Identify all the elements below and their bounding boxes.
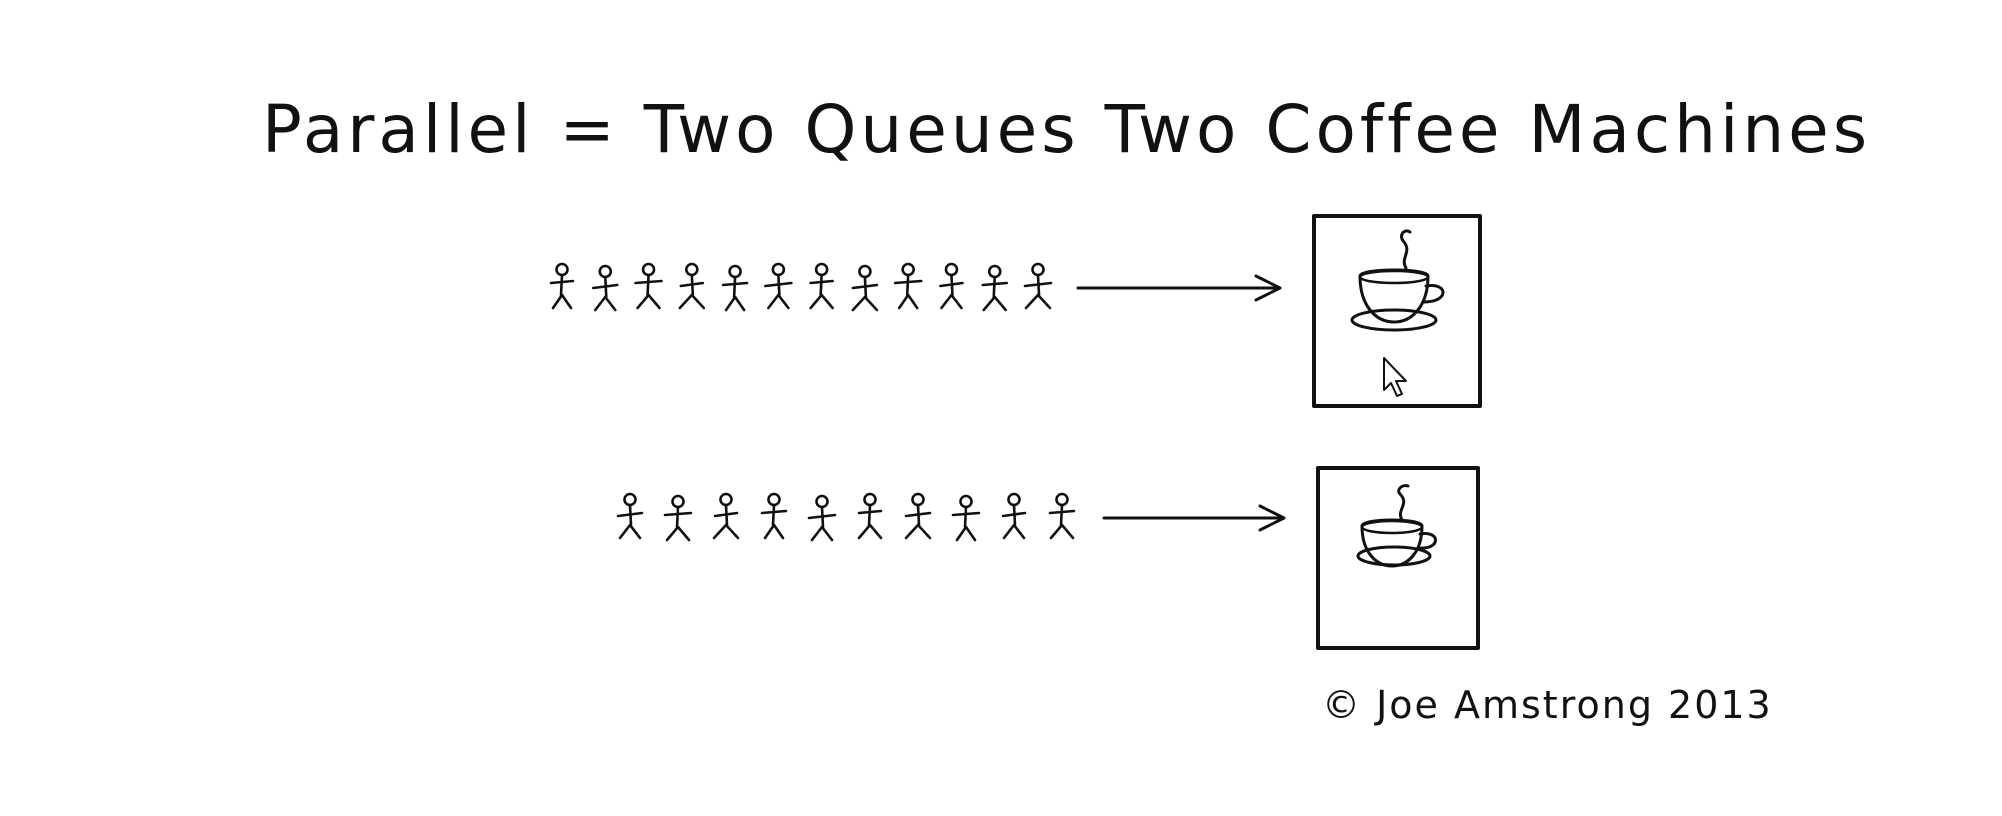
stick-figure-icon bbox=[851, 264, 879, 312]
stick-figure-icon bbox=[678, 262, 706, 310]
arrow-right-icon bbox=[1102, 504, 1286, 532]
stick-figure-icon bbox=[809, 262, 834, 310]
stick-figure-icon bbox=[616, 492, 644, 540]
queue-2 bbox=[616, 492, 1076, 542]
stick-figure-icon bbox=[1048, 492, 1076, 540]
arrow-right-icon bbox=[1076, 274, 1282, 302]
stick-figure-icon bbox=[712, 492, 740, 540]
stick-figure-icon bbox=[951, 494, 981, 542]
stick-figure-icon bbox=[939, 262, 964, 310]
stick-figure-icon bbox=[721, 264, 749, 312]
credit-text: © Joe Amstrong 2013 bbox=[1322, 683, 1773, 727]
stick-figure-icon bbox=[591, 264, 619, 312]
stick-figure-icon bbox=[1001, 492, 1027, 540]
stick-figure-icon bbox=[981, 264, 1009, 312]
mouse-cursor-icon bbox=[1383, 357, 1407, 397]
stick-figure-icon bbox=[807, 494, 837, 542]
coffee-machine-icon bbox=[1312, 214, 1482, 408]
coffee-cup-icon bbox=[1350, 229, 1445, 332]
stick-figure-icon bbox=[904, 492, 932, 540]
stick-figure-icon bbox=[764, 262, 793, 310]
stick-figure-icon bbox=[893, 262, 923, 310]
stick-figure-icon bbox=[857, 492, 883, 540]
diagram-title: Parallel = Two Queues Two Coffee Machine… bbox=[262, 91, 1871, 168]
stick-figure-icon bbox=[1023, 262, 1053, 310]
stick-figure-icon bbox=[549, 262, 575, 310]
stick-figure-icon bbox=[634, 262, 663, 310]
stick-figure-icon bbox=[663, 494, 693, 542]
coffee-machine-icon bbox=[1316, 466, 1480, 650]
queue-1 bbox=[549, 262, 1053, 312]
stick-figure-icon bbox=[760, 492, 788, 540]
coffee-cup-icon bbox=[1356, 484, 1437, 568]
